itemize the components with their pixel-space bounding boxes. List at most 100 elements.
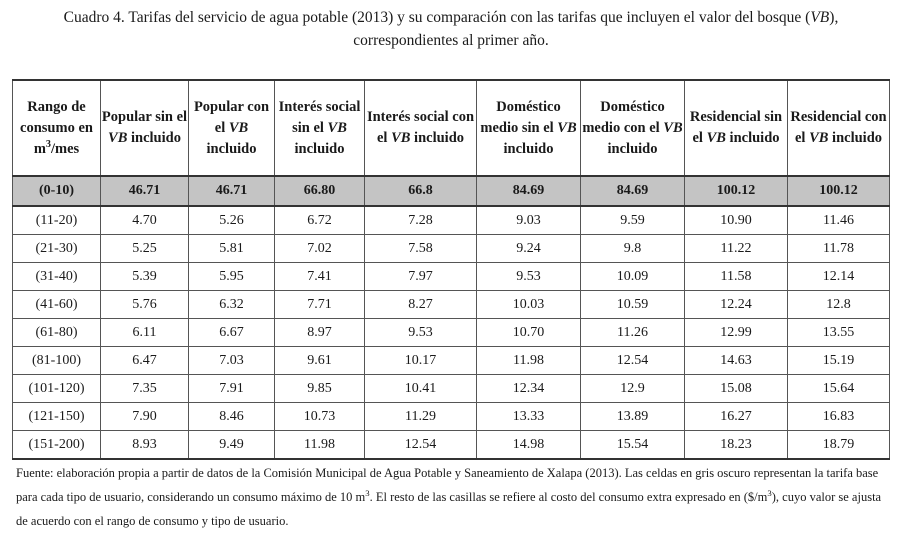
tariff-cell: 7.91 [188, 374, 275, 403]
tariff-cell: 10.90 [684, 205, 788, 235]
range-cell: (0-10) [12, 175, 101, 207]
tariff-cell: 13.89 [580, 402, 685, 431]
column-header: Popular sin el VB incluido [100, 79, 189, 177]
tariff-cell: 10.70 [476, 318, 581, 347]
tariff-cell: 7.90 [100, 402, 189, 431]
tariff-cell: 46.71 [188, 175, 275, 207]
column-header: Rango de consumo en m3/mes [12, 79, 101, 177]
header-text: Residencial con el [790, 109, 887, 146]
tariff-cell: 11.46 [787, 205, 890, 235]
range-cell: (21-30) [12, 234, 101, 263]
tariff-cell: 15.19 [787, 346, 890, 375]
tariff-cell: 84.69 [580, 175, 685, 207]
tariff-cell: 11.22 [684, 234, 788, 263]
tariff-cell: 9.49 [188, 430, 275, 460]
range-cell: (121-150) [12, 402, 101, 431]
table-row: (21-30) 5.25 5.81 7.02 7.58 9.24 9.8 11.22 11.78 [12, 234, 890, 263]
tariff-cell: 46.71 [100, 175, 189, 207]
tariff-cell: 10.73 [274, 402, 365, 431]
tariff-cell: 6.11 [100, 318, 189, 347]
tariff-cell: 8.27 [364, 290, 477, 319]
tariff-cell: 15.08 [684, 374, 788, 403]
table-body: (0-10) 46.71 46.71 66.80 66.8 84.69 84.69 100.1… [12, 175, 890, 460]
header-text: Doméstico medio sin el [480, 98, 561, 136]
header-text-tail: incluido [127, 130, 181, 146]
tariff-cell: 8.46 [188, 402, 275, 431]
caption-text-end: ), [829, 9, 839, 26]
tariff-cell: 5.26 [188, 205, 275, 235]
tariff-cell: 18.23 [684, 430, 788, 460]
tariff-cell: 6.47 [100, 346, 189, 375]
tariff-cell: 12.99 [684, 318, 788, 347]
header-text-tail: incluido [503, 140, 554, 157]
tariff-cell: 66.8 [364, 175, 477, 207]
tariff-cell: 15.64 [787, 374, 890, 403]
tariff-cell: 7.03 [188, 346, 275, 375]
tariff-cell: 9.85 [274, 374, 365, 403]
range-cell: (61-80) [12, 318, 101, 347]
header-text: Doméstico medio con el [582, 98, 665, 136]
tariff-cell: 12.34 [476, 374, 581, 403]
tariff-cell: 7.41 [274, 262, 365, 291]
table-row: (41-60) 5.76 6.32 7.71 8.27 10.03 10.59 12.24 12… [12, 290, 890, 319]
header-text-tail: incluido [206, 140, 257, 157]
range-cell: (101-120) [12, 374, 101, 403]
tariff-cell: 12.9 [580, 374, 685, 403]
tariff-cell: 5.81 [188, 234, 275, 263]
tariff-cell: 66.80 [274, 175, 365, 207]
header-text-tail: incluido [828, 130, 883, 146]
tariff-cell: 84.69 [476, 175, 581, 207]
tariff-cell: 6.32 [188, 290, 275, 319]
header-text: Interés social con el [366, 109, 475, 146]
tariff-cell: 100.12 [787, 175, 890, 207]
column-header: Popular con el VB incluido [188, 79, 275, 177]
tariff-cell: 15.54 [580, 430, 685, 460]
tariff-cell: 11.26 [580, 318, 685, 347]
header-text-post: /mes [50, 140, 80, 157]
tariff-cell: 12.14 [787, 262, 890, 291]
tariff-cell: 9.59 [580, 205, 685, 235]
table-caption: Cuadro 4. Tarifas del servicio de agua p… [20, 6, 882, 52]
tariff-cell: 14.63 [684, 346, 788, 375]
tariff-cell: 5.76 [100, 290, 189, 319]
table-row: (81-100) 6.47 7.03 9.61 10.17 11.98 12.54 14.63… [12, 346, 890, 375]
tariff-cell: 10.09 [580, 262, 685, 291]
table-footnote: Fuente: elaboración propia a partir de d… [16, 461, 888, 533]
column-header: Doméstico medio con el VB incluido [580, 79, 685, 177]
tariff-cell: 8.97 [274, 318, 365, 347]
column-header: Residencial sin el VB incluido [684, 79, 788, 177]
header-text-tail: incluido [725, 130, 780, 146]
header-vb: VB [809, 130, 829, 146]
header-superscript: 3 [45, 138, 51, 150]
tariff-cell: 11.98 [274, 430, 365, 460]
header-row: Rango de consumo en m3/mes Popular sin el… [12, 79, 890, 177]
footnote-sup2: 3 [767, 487, 772, 498]
range-cell: (151-200) [12, 430, 101, 460]
tariff-cell: 7.28 [364, 205, 477, 235]
tariff-cell: 7.02 [274, 234, 365, 263]
base-tariff-row: (0-10) 46.71 46.71 66.80 66.8 84.69 84.69 100.1… [12, 175, 890, 207]
footnote-sup1: 3 [365, 487, 370, 498]
table-row: (31-40) 5.39 5.95 7.41 7.97 9.53 10.09 11.58 12.… [12, 262, 890, 291]
column-header: Interés social con el VB incluido [364, 79, 477, 177]
tariff-cell: 9.53 [476, 262, 581, 291]
header-text: Rango de consumo en m [20, 98, 93, 157]
tariff-cell: 7.71 [274, 290, 365, 319]
footnote-part2: . El resto de las casillas se refiere al… [369, 490, 768, 504]
header-text-tail: incluido [294, 140, 345, 157]
tariff-cell: 12.24 [684, 290, 788, 319]
table-row: (121-150) 7.90 8.46 10.73 11.29 13.33 13.89 16.… [12, 402, 890, 431]
tariff-cell: 7.97 [364, 262, 477, 291]
header-vb: VB [228, 119, 249, 136]
tariff-cell: 12.8 [787, 290, 890, 319]
tariff-cell: 9.53 [364, 318, 477, 347]
tariff-cell: 10.59 [580, 290, 685, 319]
tariff-cell: 4.70 [100, 205, 189, 235]
range-cell: (41-60) [12, 290, 101, 319]
tariff-cell: 9.8 [580, 234, 685, 263]
tariff-cell: 12.54 [364, 430, 477, 460]
caption-text: Cuadro 4. Tarifas del servicio de agua p… [63, 9, 811, 26]
tariff-cell: 12.54 [580, 346, 685, 375]
tariff-cell: 5.39 [100, 262, 189, 291]
tariff-cell: 8.93 [100, 430, 189, 460]
